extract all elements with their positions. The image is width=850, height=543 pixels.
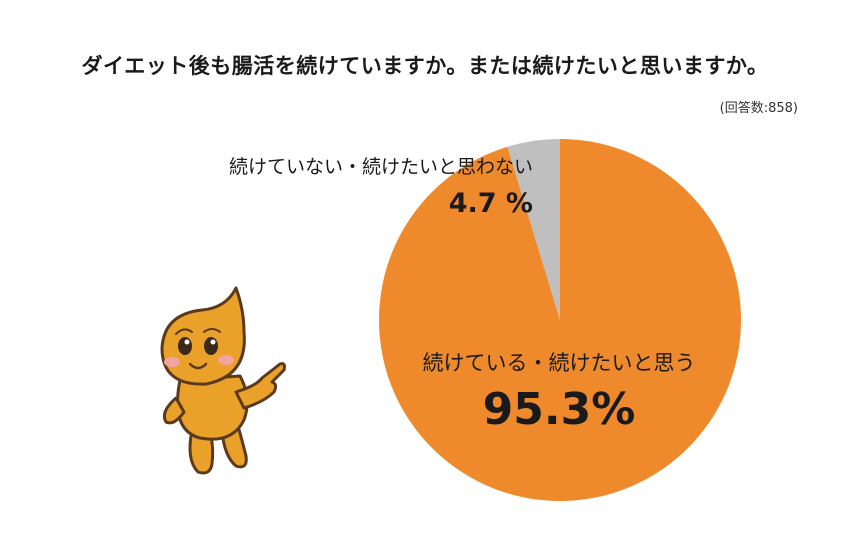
chart-title: ダイエット後も腸活を続けていますか。または続けたいと思いますか。 xyxy=(81,54,769,78)
pie-slice-major xyxy=(379,139,741,501)
slice-label-minor: 続けていない・続けたいと思わない xyxy=(228,156,533,178)
pie-slice-minor xyxy=(507,139,560,320)
slice-label-major: 続けている・続けたいと思う xyxy=(422,351,696,375)
slice-value-major: 95.3% xyxy=(482,384,636,435)
mascot-icon xyxy=(160,286,286,475)
respondent-count: (回答数:858) xyxy=(719,101,798,116)
slice-value-minor: 4.7 % xyxy=(448,188,533,219)
